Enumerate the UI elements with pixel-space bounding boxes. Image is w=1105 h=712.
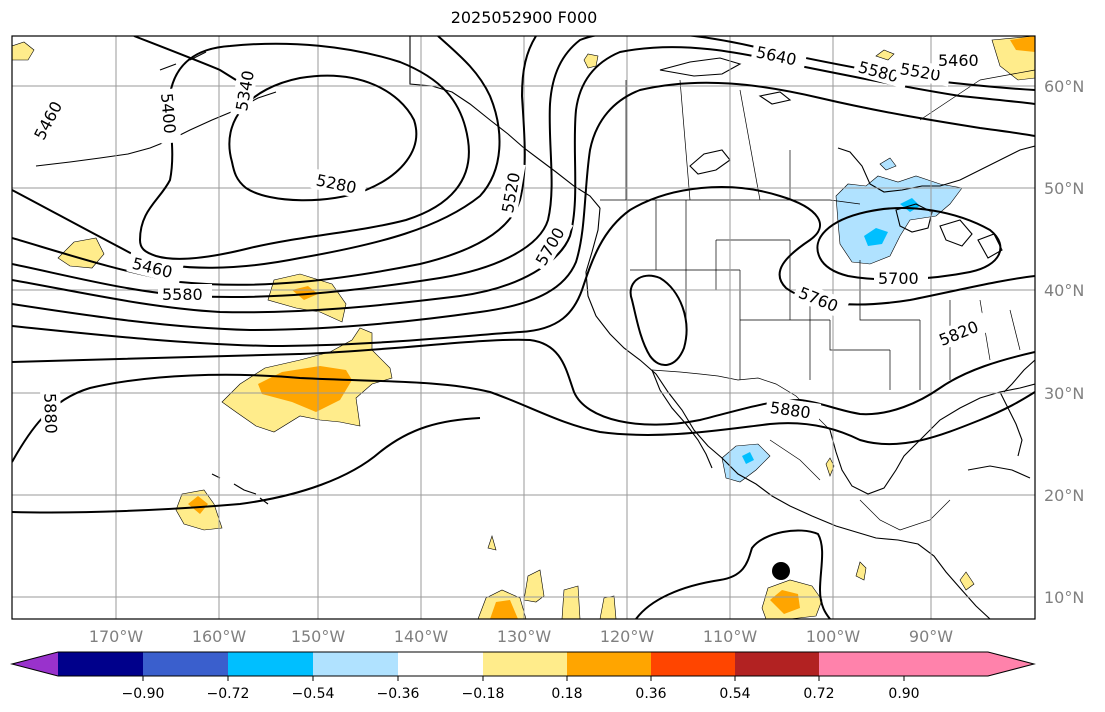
shade-yellow-small-3 [825, 457, 835, 477]
contour-5280-low [228, 74, 418, 202]
colorbar-extend-min [12, 652, 58, 676]
coast-florida [999, 391, 1023, 457]
shade-yellow-small-1 [583, 53, 599, 69]
contour-5880-main [12, 373, 1035, 463]
coast-gulf-of-mexico [829, 383, 1035, 495]
cb-label-5: −0.18 [462, 686, 505, 702]
contour-5460-left [12, 36, 501, 269]
gridlines [12, 36, 1035, 619]
lat-label-30n: 30°N [1044, 384, 1084, 403]
lon-label-170w: 170°W [89, 627, 144, 646]
shade-yellow-south-2 [561, 585, 581, 619]
map-title: 2025052900 F000 [450, 8, 598, 27]
coast-cuba [967, 465, 1031, 479]
political-borders [409, 36, 1035, 531]
colorbar-ticks [142, 676, 905, 681]
shade-yellow-small-5 [487, 534, 497, 551]
map-frame [11, 35, 1036, 620]
colorbar-block-5 [398, 652, 483, 676]
border-canada-provinces [625, 69, 1035, 201]
contour-5700-lakes [816, 207, 1002, 281]
colorbar: −0.90 −0.72 −0.54 −0.36 −0.18 0.18 0.36 … [10, 651, 1036, 702]
lat-label-10n: 10°N [1044, 588, 1084, 607]
colorbar-block-8 [651, 652, 735, 676]
coast-east-us [1003, 359, 1035, 393]
lat-label-40n: 40°N [1044, 281, 1084, 300]
contour-label-5580-mid: 5580 [162, 285, 203, 304]
colorbar-blocks [12, 652, 1034, 676]
shade-deepblue-great-lakes-1 [864, 228, 888, 246]
lat-label-20n: 20°N [1044, 486, 1084, 505]
shade-yellow-small-4 [855, 561, 867, 581]
colorbar-tick-labels: −0.90 −0.72 −0.54 −0.36 −0.18 0.18 0.36 … [122, 686, 920, 702]
contour-5640 [12, 46, 1035, 314]
shade-orange-ne [1010, 36, 1035, 52]
lon-label-130w: 130°W [497, 627, 552, 646]
cb-label-6: 0.18 [551, 686, 582, 702]
longitude-axis: 170°W 160°W 150°W 140°W 130°W 120°W 110°… [89, 627, 953, 646]
shade-blue-small [879, 157, 897, 171]
storm-center-dot [772, 562, 790, 580]
lon-label-90w: 90°W [909, 627, 953, 646]
shade-orange-east-pacific [770, 590, 800, 614]
contour-label-5460-east: 5460 [938, 51, 979, 70]
coast-hudson-bay [837, 145, 1035, 193]
lon-label-150w: 150°W [291, 627, 346, 646]
colorbar-extend-max [904, 652, 1034, 676]
shade-yellow-south-4 [523, 569, 545, 603]
colorbar-block-3 [228, 652, 313, 676]
cb-label-4: −0.36 [377, 686, 420, 702]
colorbar-block-10 [819, 652, 904, 676]
shade-yellow-small-2 [875, 49, 895, 61]
cb-label-2: −0.72 [207, 686, 250, 702]
colorbar-block-9 [735, 652, 819, 676]
colorbar-block-4 [313, 652, 398, 676]
contour-5880-lower [12, 417, 481, 514]
contour-label-5400: 5400 [157, 92, 179, 134]
border-canada-us [600, 199, 861, 205]
coast-north-islands [659, 57, 792, 105]
shade-yellow-nw [12, 41, 35, 61]
colorbar-block-2 [143, 652, 228, 676]
shade-deepblue-mexico [742, 452, 754, 464]
colorbar-outline [10, 651, 1036, 677]
lon-label-100w: 100°W [806, 627, 861, 646]
latitude-axis: 60°N 50°N 40°N 30°N 20°N 10°N [1044, 77, 1084, 607]
contour-5820-inner [629, 274, 688, 366]
contour-labels: 5640 5580 5520 5460 5460 5400 5340 5280 … [27, 40, 990, 444]
shade-orange-hawaii [188, 496, 208, 514]
contour-label-5700-lakes: 5700 [878, 269, 919, 288]
colorbar-block-6 [483, 652, 567, 676]
lat-label-60n: 60°N [1044, 77, 1084, 96]
cb-label-9: 0.72 [803, 686, 834, 702]
shade-yellow-small-6 [959, 571, 975, 591]
contour-label-5880-west: 5880 [40, 393, 60, 434]
shade-yellow-west-pacific [57, 237, 105, 269]
lat-label-50n: 50°N [1044, 179, 1084, 198]
lon-label-120w: 120°W [600, 627, 655, 646]
contour-5880-south [635, 529, 831, 619]
coast-great-lakes [895, 203, 1003, 259]
cb-label-10: 0.90 [888, 686, 919, 702]
lon-label-160w: 160°W [192, 627, 247, 646]
lon-label-110w: 110°W [703, 627, 758, 646]
contour-5700-upper [12, 81, 1035, 332]
colorbar-block-1 [58, 652, 143, 676]
cb-label-3: −0.54 [292, 686, 335, 702]
shade-orange-south-1 [490, 600, 518, 619]
shade-yellow-south-3 [599, 595, 617, 619]
coast-baja [651, 369, 713, 469]
border-mexico-states [769, 439, 951, 531]
cb-label-8: 0.54 [719, 686, 750, 702]
cb-label-1: −0.90 [122, 686, 165, 702]
lon-label-140w: 140°W [394, 627, 449, 646]
contour-5820 [12, 338, 1035, 426]
colorbar-block-7 [567, 652, 651, 676]
cb-label-7: 0.36 [635, 686, 666, 702]
contour-5340 [133, 36, 237, 81]
